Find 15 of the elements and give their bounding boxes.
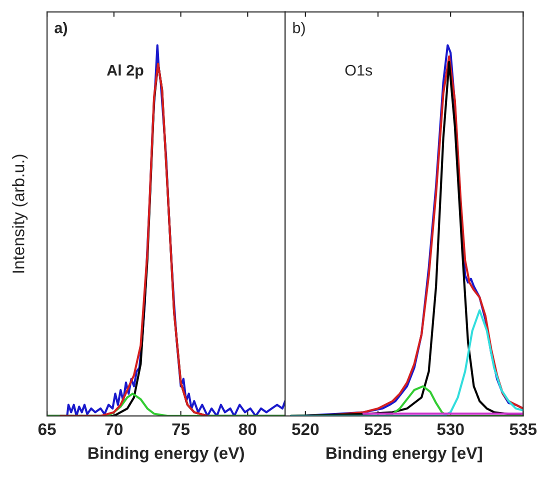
- x-tick-label: 530: [437, 423, 464, 436]
- x-axis-title: Binding energy [eV]: [326, 446, 482, 462]
- text: b): [293, 22, 305, 36]
- x-tick-label: 525: [364, 423, 392, 436]
- x-tick-label: 75: [172, 424, 190, 436]
- annotation: Al 2p: [106, 64, 144, 79]
- x-tick-label: 535: [510, 423, 537, 436]
- annotation: O1s: [345, 64, 372, 76]
- x-tick-label: 70: [105, 423, 123, 436]
- x-tick-label: 520: [292, 423, 319, 436]
- x-tick-label: 65: [38, 423, 56, 436]
- x-tick-label: 80: [238, 423, 256, 436]
- y-axis-title: Intensity (arb.u.): [12, 154, 28, 273]
- text: a): [54, 22, 68, 36]
- x-axis-title: Binding energy (eV): [88, 446, 244, 462]
